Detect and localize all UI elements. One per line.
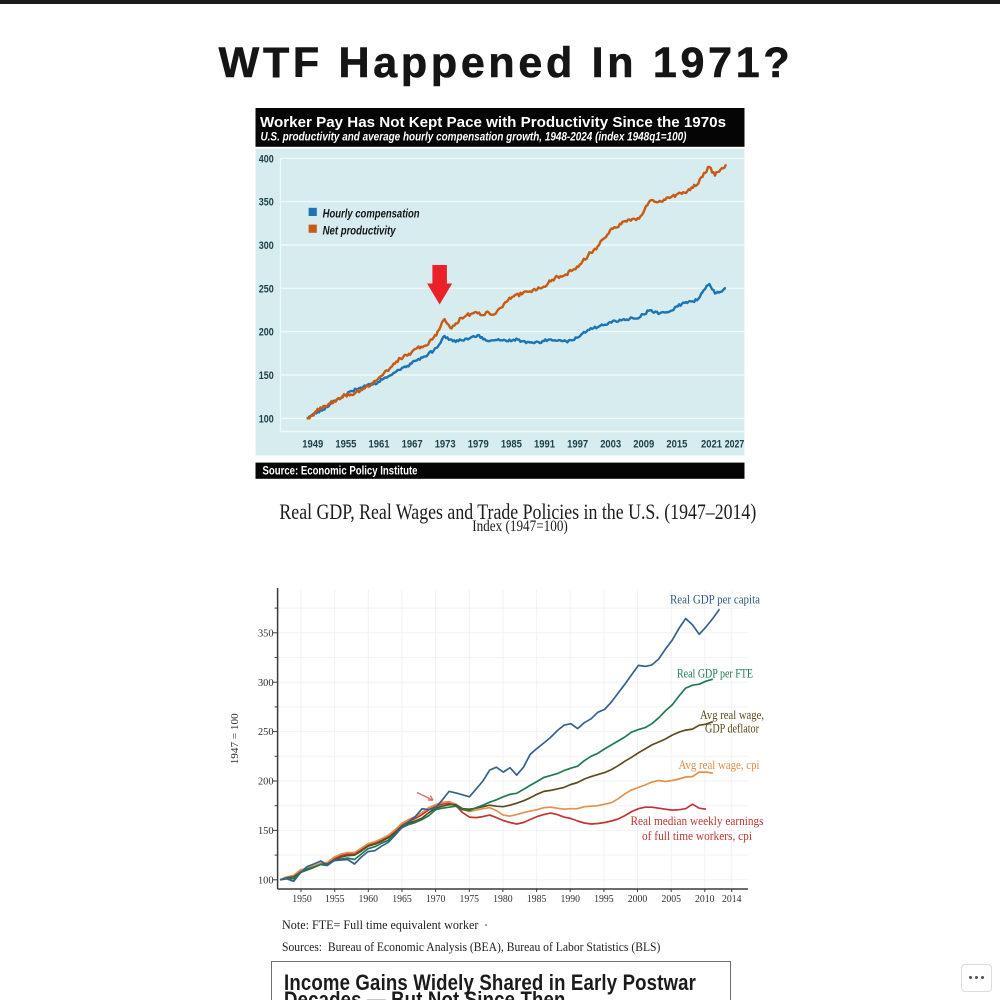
svg-text:U.S. productivity and average: U.S. productivity and average hourly com… xyxy=(261,131,687,144)
svg-text:1950: 1950 xyxy=(292,893,312,905)
svg-text:1960: 1960 xyxy=(359,893,379,905)
svg-text:1980: 1980 xyxy=(493,893,513,905)
svg-text:2015: 2015 xyxy=(666,439,687,451)
svg-text:1947 = 100: 1947 = 100 xyxy=(230,713,241,764)
svg-text:1967: 1967 xyxy=(402,439,423,451)
svg-text:150: 150 xyxy=(258,825,274,837)
svg-text:350: 350 xyxy=(259,197,274,209)
svg-text:1949: 1949 xyxy=(302,439,323,451)
svg-text:1991: 1991 xyxy=(534,439,555,451)
svg-text:250: 250 xyxy=(258,726,274,738)
svg-text:1965: 1965 xyxy=(392,893,412,905)
svg-text:1979: 1979 xyxy=(468,439,489,451)
svg-text:2010: 2010 xyxy=(695,893,715,905)
svg-text:Worker Pay Has Not Kept Pace w: Worker Pay Has Not Kept Pace with Produc… xyxy=(260,114,726,131)
svg-text:1961: 1961 xyxy=(369,439,390,451)
svg-text:400: 400 xyxy=(259,153,274,165)
svg-text:Real GDP per FTE: Real GDP per FTE xyxy=(677,666,753,681)
svg-text:2005: 2005 xyxy=(661,893,681,905)
svg-text:Hourly compensation: Hourly compensation xyxy=(323,209,420,221)
svg-text:250: 250 xyxy=(259,283,274,295)
svg-text:300: 300 xyxy=(258,677,274,689)
svg-text:1985: 1985 xyxy=(527,893,547,905)
svg-text:200: 200 xyxy=(258,776,274,788)
svg-text:1985: 1985 xyxy=(501,439,522,451)
svg-text:100: 100 xyxy=(258,874,274,886)
svg-text:1955: 1955 xyxy=(335,439,356,451)
svg-text:Avg real wage, cpi: Avg real wage, cpi xyxy=(679,757,760,772)
svg-text:1995: 1995 xyxy=(594,893,614,905)
svg-text:2009: 2009 xyxy=(633,439,654,451)
svg-text:GDP deflator: GDP deflator xyxy=(705,721,760,736)
svg-text:1955: 1955 xyxy=(325,893,345,905)
svg-text:300: 300 xyxy=(259,240,274,252)
svg-text:150: 150 xyxy=(259,370,274,382)
svg-text:Avg real wage,: Avg real wage, xyxy=(700,707,764,722)
svg-text:2014: 2014 xyxy=(722,893,742,905)
svg-text:2027: 2027 xyxy=(725,439,745,451)
svg-text:1997: 1997 xyxy=(567,439,588,451)
svg-text:1970: 1970 xyxy=(426,893,446,905)
svg-text:200: 200 xyxy=(259,327,274,339)
svg-text:Source: Economic Policy Instit: Source: Economic Policy Institute xyxy=(263,465,418,477)
svg-text:Real GDP per capita: Real GDP per capita xyxy=(670,592,760,607)
svg-text:1990: 1990 xyxy=(560,893,580,905)
svg-text:350: 350 xyxy=(258,627,274,639)
svg-text:Net productivity: Net productivity xyxy=(323,225,396,237)
svg-text:2021: 2021 xyxy=(701,439,722,451)
svg-text:of full time workers, cpi: of full time workers, cpi xyxy=(642,828,752,843)
svg-text:1973: 1973 xyxy=(435,439,456,451)
svg-text:2003: 2003 xyxy=(600,439,621,451)
svg-text:1975: 1975 xyxy=(460,893,480,905)
svg-text:100: 100 xyxy=(259,413,274,425)
svg-text:2000: 2000 xyxy=(628,893,648,905)
svg-text:Real median weekly earnings: Real median weekly earnings xyxy=(631,813,764,828)
